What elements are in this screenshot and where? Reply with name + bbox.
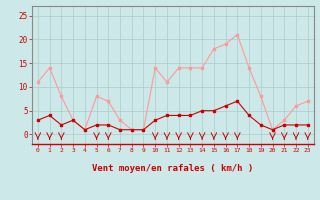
X-axis label: Vent moyen/en rafales ( km/h ): Vent moyen/en rafales ( km/h ) bbox=[92, 164, 253, 173]
